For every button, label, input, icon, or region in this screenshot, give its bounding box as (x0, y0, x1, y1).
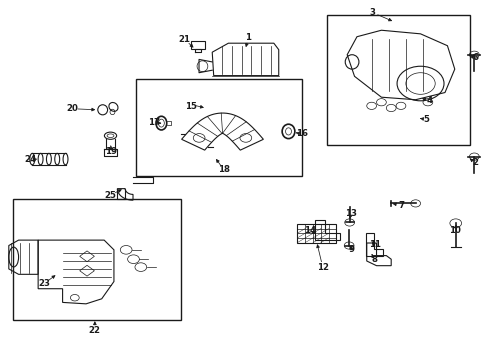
Text: 25: 25 (104, 191, 116, 199)
Text: 18: 18 (218, 166, 229, 175)
Text: 12: 12 (316, 263, 328, 272)
Text: 23: 23 (38, 279, 50, 288)
Text: 7: 7 (397, 201, 403, 210)
Text: 19: 19 (105, 147, 117, 156)
Bar (326, 15, 469, 145)
Text: 4: 4 (426, 96, 431, 105)
Text: 1: 1 (245, 33, 251, 42)
Text: 20: 20 (66, 104, 78, 113)
Bar (13, 199, 181, 320)
Bar (191, 41, 204, 49)
Text: 22: 22 (89, 326, 101, 335)
Bar (297, 224, 336, 243)
Text: 13: 13 (345, 209, 356, 217)
Text: 15: 15 (184, 102, 196, 111)
Text: 24: 24 (24, 155, 36, 163)
Text: 3: 3 (369, 8, 375, 17)
Text: 2: 2 (471, 158, 477, 167)
Text: 16: 16 (296, 130, 307, 139)
Text: 21: 21 (179, 35, 190, 44)
Text: 9: 9 (347, 245, 353, 253)
Text: 11: 11 (368, 240, 380, 249)
Text: 17: 17 (148, 118, 160, 127)
Text: 5: 5 (423, 115, 428, 124)
Text: 14: 14 (304, 226, 315, 235)
Text: 10: 10 (448, 226, 460, 235)
Text: 6: 6 (471, 53, 477, 62)
Bar (136, 79, 302, 176)
Text: 8: 8 (371, 256, 377, 264)
